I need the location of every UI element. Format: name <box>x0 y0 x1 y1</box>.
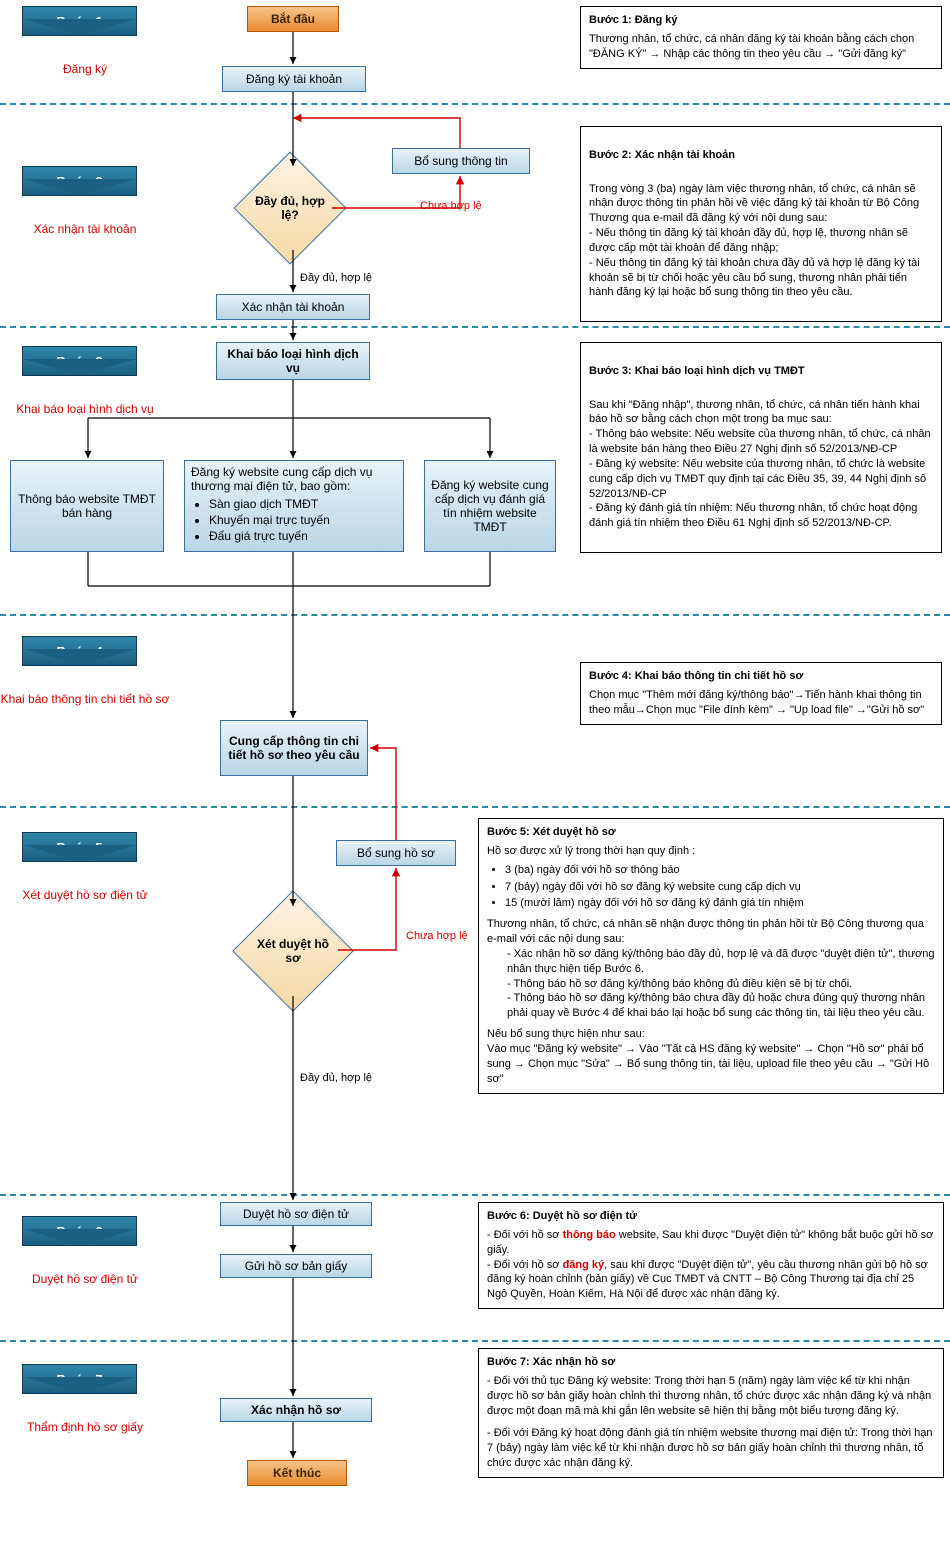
node-option-3: Đăng ký website cung cấp dịch vụ đánh gi… <box>424 460 556 552</box>
info-step-4: Bước 4: Khai báo thông tin chi tiết hồ s… <box>580 662 942 725</box>
label-day-du-1: Đầy đủ, hợp lệ <box>300 272 372 284</box>
sep-3-4 <box>0 614 950 616</box>
info-step-5: Bước 5: Xét duyệt hồ sơ Hồ sơ được xử lý… <box>478 818 944 1094</box>
info-step-6: Bước 6: Duyệt hồ sơ điện tử - Đối với hồ… <box>478 1202 944 1309</box>
label-chua-hop-le-1: Chưa hợp lệ <box>420 200 482 212</box>
info-title-2: Bước 2: Xác nhận tài khoản <box>589 148 933 163</box>
info-step-3: Bước 3: Khai báo loại hình dịch vụ TMĐT … <box>580 342 942 553</box>
step-caption-4: Khai báo thông tin chi tiết hồ sơ <box>0 692 170 706</box>
info-body-4: Chọn mục "Thêm mới đăng ký/thông báo"→Ti… <box>589 688 933 718</box>
info-title-6: Bước 6: Duyệt hồ sơ điện tử <box>487 1209 935 1224</box>
step-caption-3: Khai báo loại hình dịch vụ <box>0 402 170 416</box>
label-chua-hop-le-2: Chưa hợp lệ <box>406 930 468 942</box>
sep-5-6 <box>0 1194 950 1196</box>
info-title-1: Bước 1: Đăng ký <box>589 13 933 28</box>
step-arrow-1: Bước 1 <box>22 6 137 36</box>
node-end: Kết thúc <box>247 1460 347 1486</box>
step-arrow-6: Bước 6 <box>22 1216 137 1246</box>
node-approve-electronic: Duyệt hồ sơ điện tử <box>220 1202 372 1226</box>
info-title-3: Bước 3: Khai báo loại hình dịch vụ TMĐT <box>589 364 933 379</box>
node-diamond-valid: Đầy đủ, hợp lệ? <box>233 151 346 264</box>
info-body-3: Sau khi "Đăng nhập", thương nhân, tổ chứ… <box>589 398 933 532</box>
info-b7-p1: - Đối với thủ tục Đăng ký website: Trong… <box>487 1374 935 1419</box>
info-b5-p2: Thương nhân, tổ chức, cá nhân sẽ nhận đư… <box>487 917 935 947</box>
step-caption-6: Duyệt hồ sơ điện tử <box>0 1272 170 1286</box>
flowchart-canvas: Bước 1 Đăng ký Bước 2 Xác nhận tài khoản… <box>0 0 950 1554</box>
label-day-du-2: Đầy đủ, hợp lệ <box>300 1072 372 1084</box>
node-option-2: Đăng ký website cung cấp dịch vụ thương … <box>184 460 404 552</box>
info-b5-p2a: - Xác nhận hồ sơ đăng ký/thông báo đầy đ… <box>487 947 935 977</box>
step-caption-5: Xét duyệt hồ sơ điện tử <box>0 888 170 902</box>
step-arrow-4: Bước 4 <box>22 636 137 666</box>
node-supplement-info: Bổ sung thông tin <box>392 148 530 174</box>
node-provide-detail: Cung cấp thông tin chi tiết hồ sơ theo y… <box>220 720 368 776</box>
step-caption-1: Đăng ký <box>0 62 170 76</box>
info-b5-intro: Hồ sơ được xử lý trong thời hạn quy định… <box>487 844 935 859</box>
sep-2-3 <box>0 326 950 328</box>
info-b5-p3: Nếu bổ sung thực hiện như sau: <box>487 1027 935 1042</box>
step-caption-7: Thẩm định hồ sơ giấy <box>0 1420 170 1434</box>
sep-6-7 <box>0 1340 950 1342</box>
node-diamond-review: Xét duyệt hồ sơ <box>232 890 354 1012</box>
step-arrow-7: Bước 7 <box>22 1364 137 1394</box>
node-option-2-head: Đăng ký website cung cấp dịch vụ thương … <box>191 465 397 493</box>
info-title-5: Bước 5: Xét duyệt hồ sơ <box>487 825 935 840</box>
info-b7-p2: - Đối với Đăng ký hoạt động đánh giá tín… <box>487 1426 935 1471</box>
info-body-2: Trong vòng 3 (ba) ngày làm việc thương n… <box>589 182 933 301</box>
node-confirm-account: Xác nhận tài khoản <box>216 294 370 320</box>
info-title-4: Bước 4: Khai báo thông tin chi tiết hồ s… <box>589 669 933 684</box>
node-supplement-dossier: Bổ sung hồ sơ <box>336 840 456 866</box>
node-option-2-b2: Khuyến mại trực tuyến <box>209 513 397 527</box>
node-declare-type: Khai báo loại hình dịch vụ <box>216 342 370 380</box>
info-b5-p2c: - Thông báo hồ sơ đăng ký/thông báo chưa… <box>487 991 935 1021</box>
node-option-2-b1: Sàn giao dịch TMĐT <box>209 497 397 511</box>
node-option-2-b3: Đấu giá trực tuyến <box>209 529 397 543</box>
step-arrow-3: Bước 3 <box>22 346 137 376</box>
info-b5-p2b: - Thông báo hồ sơ đăng ký/thông báo khôn… <box>487 977 935 992</box>
node-option-1: Thông báo website TMĐT bán hàng <box>10 460 164 552</box>
info-step-7: Bước 7: Xác nhận hồ sơ - Đối với thủ tục… <box>478 1348 944 1478</box>
step-arrow-5: Bước 5 <box>22 832 137 862</box>
info-step-2: Bước 2: Xác nhận tài khoản Trong vòng 3 … <box>580 126 942 322</box>
node-start: Bắt đầu <box>247 6 339 32</box>
node-send-paper: Gửi hồ sơ bản giấy <box>220 1254 372 1278</box>
sep-4-5 <box>0 806 950 808</box>
step-caption-2: Xác nhận tài khoản <box>0 222 170 236</box>
node-confirm-dossier: Xác nhận hồ sơ <box>220 1398 372 1422</box>
info-b5-li1: 3 (ba) ngày đối với hồ sơ thông báo <box>505 863 935 878</box>
info-title-7: Bước 7: Xác nhận hồ sơ <box>487 1355 935 1370</box>
info-b5-p3a: Vào mục "Đăng ký website" → Vào "Tất cả … <box>487 1042 935 1087</box>
info-b6-line1: - Đối với hồ sơ thông báo website, Sau k… <box>487 1228 935 1258</box>
node-register: Đăng ký tài khoản <box>222 66 366 92</box>
sep-1-2 <box>0 103 950 105</box>
info-body-1: Thương nhân, tổ chức, cá nhân đăng ký tà… <box>589 32 933 62</box>
info-step-1: Bước 1: Đăng ký Thương nhân, tổ chức, cá… <box>580 6 942 69</box>
step-arrow-2: Bước 2 <box>22 166 137 196</box>
info-b6-line2: - Đối với hồ sơ đăng ký, sau khi được "D… <box>487 1258 935 1303</box>
info-b5-li3: 15 (mười lăm) ngày đối với hồ sơ đăng ký… <box>505 896 935 911</box>
info-b5-li2: 7 (bảy) ngày đối với hồ sơ đăng ký websi… <box>505 880 935 895</box>
